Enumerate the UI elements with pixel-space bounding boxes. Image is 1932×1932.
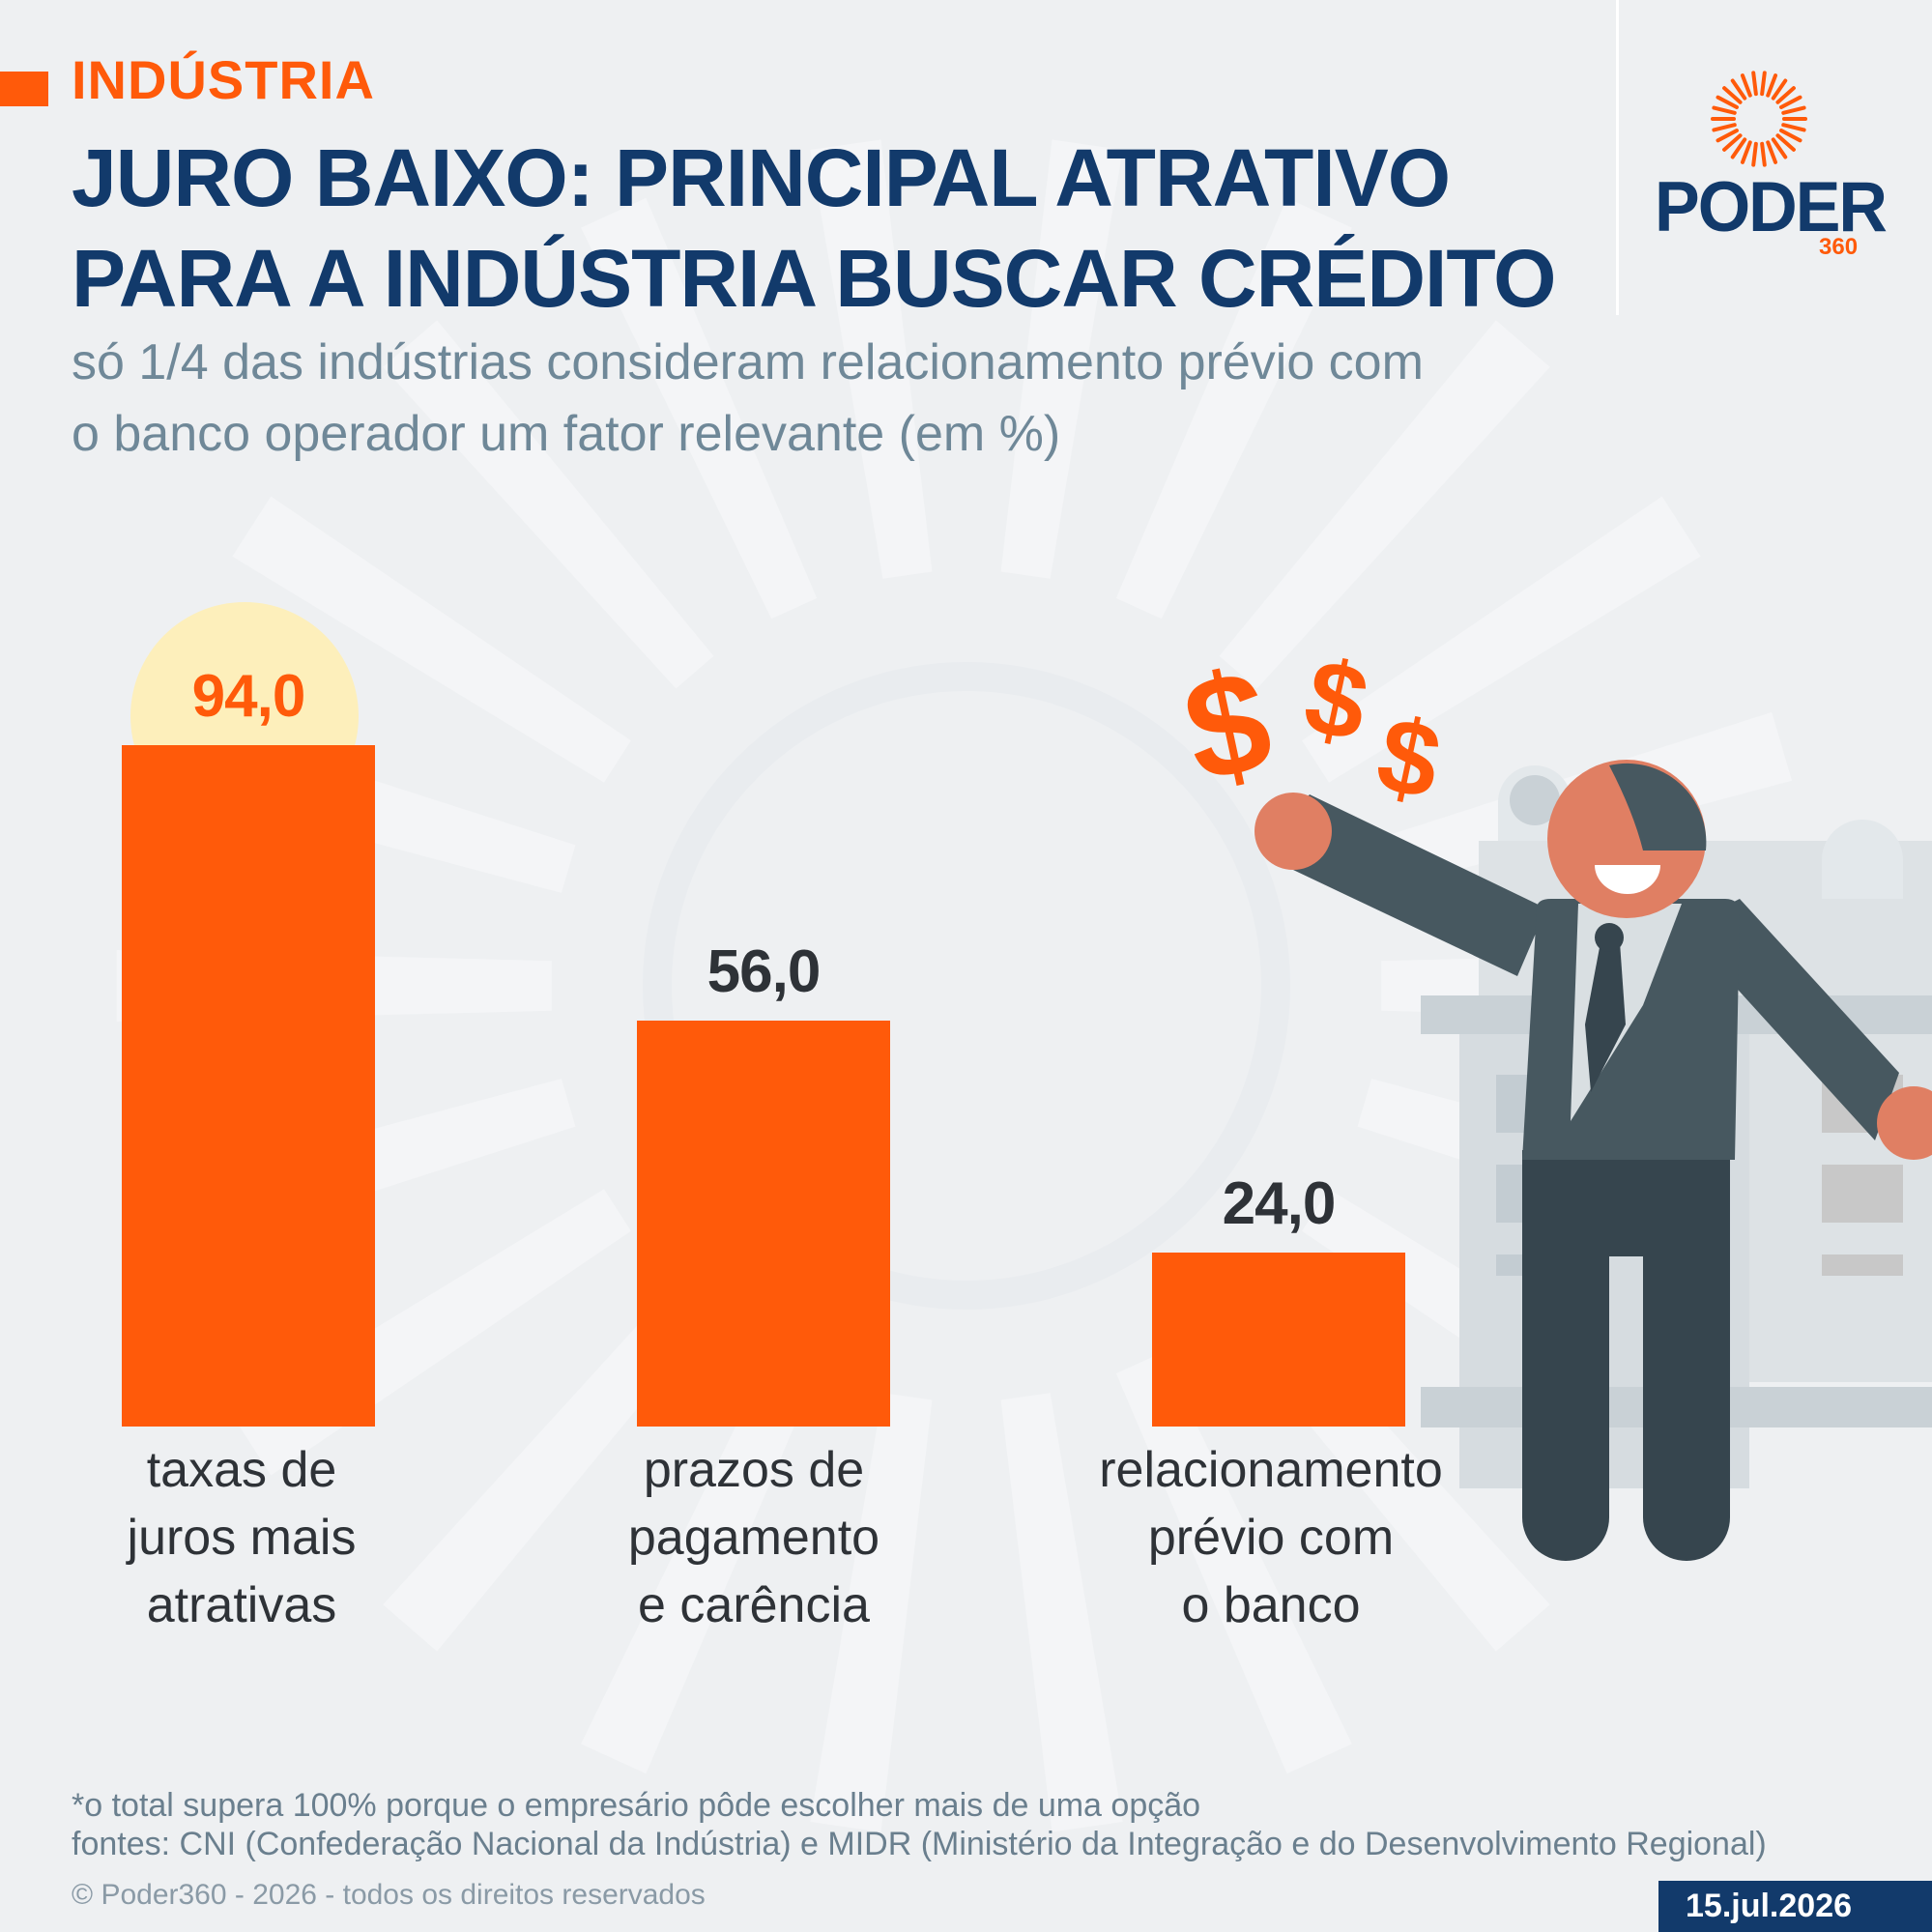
sunburst-ray: [1115, 1352, 1352, 1774]
bar-prazos: [637, 1021, 890, 1427]
sun-logo-icon: [1711, 71, 1807, 167]
dollar-sign-1: $: [1171, 638, 1284, 814]
copyright: © Poder360 - 2026 - todos os direitos re…: [72, 1879, 706, 1911]
tie: [1585, 942, 1626, 1092]
sources: fontes: CNI (Confederação Nacional da In…: [72, 1826, 1767, 1862]
value-label-relacionamento: 24,0: [1222, 1170, 1337, 1237]
sun-ray: [1779, 129, 1802, 143]
sunburst-ray: [810, 1393, 933, 1832]
sun-ray: [1712, 105, 1737, 115]
sun-ray: [1740, 140, 1752, 164]
sunburst-ray: [1000, 139, 1123, 579]
sunburst-ray: [581, 1352, 818, 1774]
sun-ray: [1751, 71, 1758, 97]
sun-ray: [1760, 71, 1767, 97]
sun-ray: [1730, 137, 1747, 159]
page-title: JURO BAIXO: PRINCIPAL ATRATIVO PARA A IN…: [72, 128, 1556, 329]
sun-ray: [1781, 123, 1806, 132]
left-arm: [1274, 794, 1546, 976]
sun-ray: [1716, 95, 1739, 109]
smile: [1595, 865, 1660, 894]
category-label-juros: taxas de juros mais atrativas: [127, 1442, 357, 1633]
sun-ray: [1771, 78, 1788, 101]
sun-ray: [1722, 86, 1743, 104]
section-marker: [0, 72, 48, 106]
logo-brand: PODER: [1655, 167, 1888, 246]
title-line-2: PARA A INDÚSTRIA BUSCAR CRÉDITO: [72, 233, 1556, 324]
sunburst-ray: [1302, 496, 1701, 783]
hair: [1609, 763, 1707, 851]
sunburst-ray: [383, 1283, 714, 1652]
bar-juros: [122, 745, 375, 1427]
subtitle-line-1: só 1/4 das indústrias consideram relacio…: [72, 334, 1424, 390]
value-label-juros: 94,0: [191, 663, 306, 730]
dollar-sign-3: $: [1368, 694, 1450, 822]
sun-ray: [1751, 141, 1758, 167]
sunburst-ray: [1219, 320, 1550, 689]
logo-divider: [1616, 0, 1619, 315]
sunburst-ray: [1115, 197, 1352, 620]
sun-ray: [1781, 105, 1806, 115]
sun-ray: [1775, 133, 1796, 152]
left-hand: [1254, 793, 1332, 870]
sun-ray: [1740, 73, 1752, 98]
sun-ray: [1722, 133, 1743, 152]
footnote: *o total supera 100% porque o empresário…: [72, 1787, 1201, 1824]
right-hand: [1877, 1086, 1932, 1160]
category-label-prazos: prazos de pagamento e carência: [627, 1442, 880, 1633]
sun-ray: [1766, 73, 1778, 98]
sunburst-ray: [1000, 1393, 1123, 1832]
category-label-relacionamento: relacionamento prévio com o banco: [1099, 1442, 1443, 1633]
tie-knot: [1595, 923, 1624, 952]
sunburst-ring: [643, 662, 1290, 1310]
sun-ray: [1760, 141, 1767, 167]
bar-relacionamento: [1152, 1253, 1405, 1427]
sunburst-ray: [581, 197, 818, 620]
subtitle: só 1/4 das indústrias consideram relacio…: [72, 327, 1424, 470]
date-badge: 15.jul.2026: [1658, 1881, 1932, 1932]
poder360-logo: PODER 360: [1655, 68, 1888, 271]
sunburst-ray: [232, 496, 631, 783]
sun-ray: [1716, 129, 1739, 143]
logo-suffix: 360: [1819, 234, 1859, 260]
businessman-money-icon: $ $ $: [1171, 636, 1932, 1561]
sun-ray: [1771, 137, 1788, 159]
subtitle-line-2: o banco operador um fator relevante (em …: [72, 406, 1061, 462]
value-label-prazos: 56,0: [706, 938, 822, 1005]
sun-ray: [1766, 140, 1778, 164]
sun-ray: [1712, 123, 1737, 132]
sunburst-ray: [810, 139, 933, 579]
section-label: INDÚSTRIA: [72, 49, 375, 110]
sun-ray: [1775, 86, 1796, 104]
title-line-1: JURO BAIXO: PRINCIPAL ATRATIVO: [72, 132, 1451, 223]
sun-ray: [1779, 95, 1802, 109]
sunburst-ray: [383, 320, 714, 689]
legs: [1522, 1150, 1730, 1561]
dollar-sign-2: $: [1295, 636, 1377, 764]
sun-ray: [1730, 78, 1747, 101]
